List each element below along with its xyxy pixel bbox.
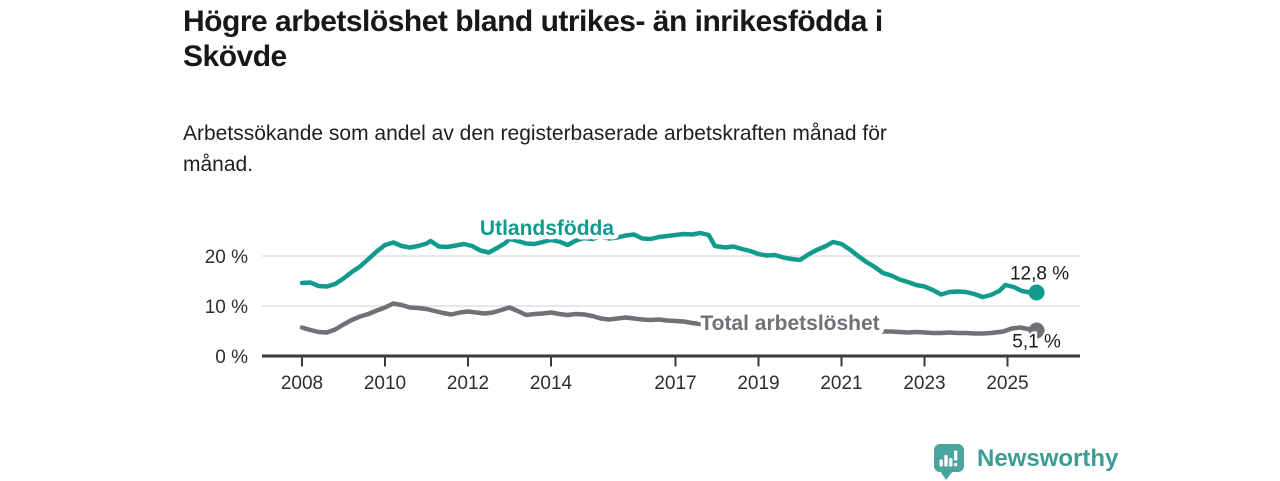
x-tick-label: 2025: [986, 373, 1028, 394]
y-tick-label: 0 %: [215, 347, 248, 368]
newsworthy-logo-icon: [934, 444, 964, 480]
newsworthy-brand-name: Newsworthy: [977, 445, 1119, 472]
gridlines: [262, 255, 1080, 307]
x-tick-label: 2021: [820, 373, 862, 394]
chart-title: Högre arbetslöshet bland utrikes- än inr…: [183, 5, 883, 73]
series-utlandsfodda: [299, 230, 1045, 301]
y-axis: 0 % 10 % 20 %: [205, 247, 248, 368]
y-tick-label: 20 %: [205, 247, 248, 268]
x-tick-label: 2008: [281, 373, 323, 394]
x-tick-label: 2010: [364, 373, 406, 394]
series-total: [299, 301, 1045, 339]
x-tick-label: 2023: [903, 373, 945, 394]
series-line: [299, 230, 1039, 300]
series-end-dot: [1028, 322, 1045, 339]
chart-subtitle: Arbetssökande som andel av den registerb…: [183, 122, 887, 176]
x-tick-label: 2017: [654, 373, 696, 394]
series-label: Utlandsfödda: [480, 217, 614, 240]
x-axis: 2008 2010 2012 2014 2017 2019 2021 2023 2025: [262, 354, 1080, 394]
x-tick-label: 2012: [447, 373, 489, 394]
series-end-dot: [1028, 284, 1045, 301]
y-tick-label: 10 %: [205, 297, 248, 318]
newsworthy-logo[interactable]: Newsworthy: [933, 443, 1118, 481]
series-label: Total arbetslöshet: [700, 312, 879, 335]
series-end-value: 5,1 %: [1012, 332, 1061, 353]
series-line: [299, 301, 1039, 336]
x-tick-label: 2019: [737, 373, 779, 394]
series-end-value: 12,8 %: [1010, 264, 1069, 285]
x-tick-label: 2014: [530, 373, 573, 394]
